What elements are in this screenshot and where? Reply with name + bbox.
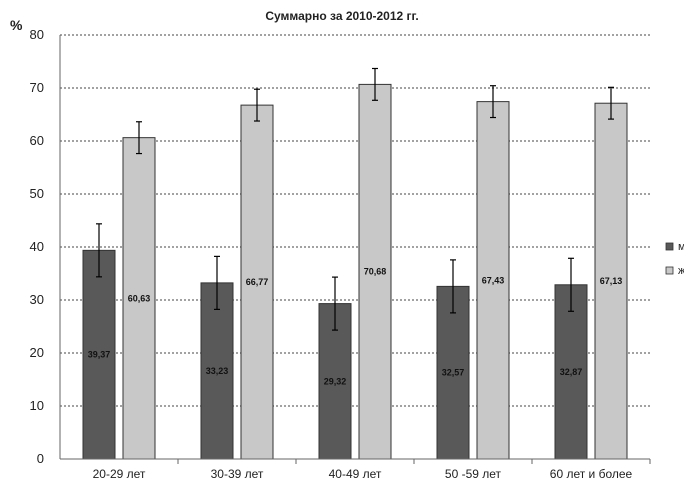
y-tick-label: 70 [30, 80, 44, 95]
legend-label: ж [678, 265, 684, 277]
y-axis-label: % [10, 17, 23, 33]
y-tick-label: 60 [30, 133, 44, 148]
data-label: 33,23 [206, 366, 229, 376]
data-label: 66,77 [246, 277, 269, 287]
legend: мж [665, 241, 684, 277]
y-tick-label: 80 [30, 27, 44, 42]
data-label: 32,87 [560, 367, 583, 377]
y-tick-label: 30 [30, 292, 44, 307]
bar-zh [476, 101, 510, 460]
x-tick-label: 50 -59 лет [445, 467, 502, 481]
x-tick-label: 60 лет и более [550, 467, 633, 481]
bar-m [82, 249, 116, 460]
data-labels: 39,37 60,63 33,23 66,77 29,32 70,68 32,57 67,43… [88, 267, 623, 387]
legend-swatch [665, 242, 674, 251]
bar-zh [358, 83, 392, 460]
y-tick-label: 50 [30, 186, 44, 201]
bar-zh [122, 137, 156, 460]
error-bars [96, 67, 614, 331]
y-ticks: 0 10 20 30 40 50 60 70 80 [30, 27, 44, 466]
bars [82, 83, 628, 460]
chart-title: Суммарно за 2010-2012 гг. [265, 9, 418, 23]
data-label: 67,13 [600, 276, 623, 286]
x-axis: 20-29 лет 30-39 лет 40-49 лет 50 -59 лет 60 … [59, 35, 651, 481]
data-label: 70,68 [364, 267, 387, 277]
legend-swatch [665, 266, 674, 275]
x-tick-label: 20-29 лет [93, 467, 146, 481]
data-label: 60,63 [128, 293, 151, 303]
legend-label: м [678, 241, 684, 253]
bar-zh [240, 104, 274, 460]
data-label: 29,32 [324, 376, 347, 386]
y-tick-label: 0 [37, 451, 44, 466]
x-tick-label: 30-39 лет [211, 467, 264, 481]
data-label: 67,43 [482, 275, 505, 285]
x-tick-label: 40-49 лет [329, 467, 382, 481]
y-tick-label: 10 [30, 398, 44, 413]
data-label: 39,37 [88, 350, 111, 360]
bar-zh [594, 102, 628, 460]
data-label: 32,57 [442, 368, 465, 378]
y-tick-label: 20 [30, 345, 44, 360]
y-tick-label: 40 [30, 239, 44, 254]
